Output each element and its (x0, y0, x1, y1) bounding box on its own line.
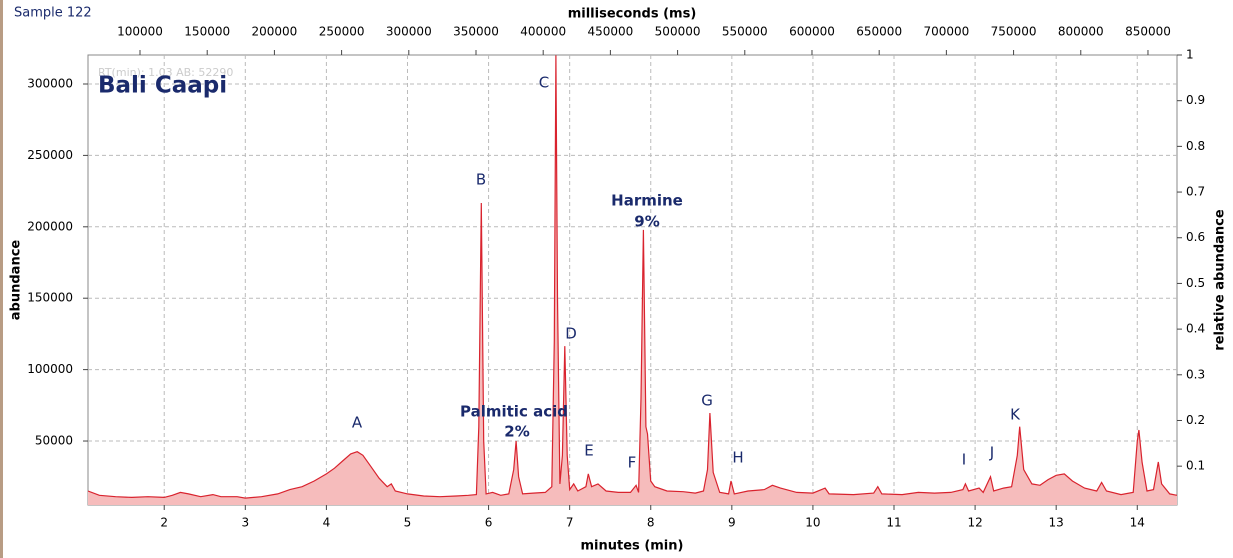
y-axis-label: abundance (9, 240, 24, 321)
signal-line (88, 55, 1177, 499)
x-tick-label: 12 (967, 516, 982, 530)
peak-annotation: I (962, 451, 966, 469)
x2-tick-label: 650000 (856, 25, 902, 39)
x-tick-label: 5 (404, 516, 412, 530)
x-tick-label: 2 (160, 516, 168, 530)
peak-annotation: 9% (634, 213, 659, 231)
x2-axis-label: milliseconds (ms) (568, 7, 697, 22)
y-tick-label: 150000 (27, 291, 73, 305)
y2-tick-label: 0.8 (1186, 139, 1205, 153)
x-tick-label: 7 (566, 516, 574, 530)
peak-annotation: Palmitic acid (460, 403, 568, 421)
x2-tick-label: 450000 (587, 25, 633, 39)
y-tick-label: 100000 (27, 362, 73, 376)
y2-tick-label: 0.6 (1186, 230, 1205, 244)
x2-tick-label: 150000 (184, 25, 230, 39)
peak-annotation: F (628, 454, 637, 472)
y2-tick-label: 0.5 (1186, 276, 1205, 290)
x2-tick-label: 750000 (991, 25, 1037, 39)
chart-title: Bali Caapi (98, 73, 227, 99)
x-tick-label: 4 (323, 516, 331, 530)
peak-annotation: J (989, 444, 994, 462)
x2-tick-label: 800000 (1058, 25, 1104, 39)
y-tick-label: 300000 (27, 76, 73, 90)
peak-annotation: G (701, 392, 713, 410)
x-tick-label: 14 (1130, 516, 1145, 530)
y2-tick-label: 0.9 (1186, 93, 1205, 107)
x2-tick-label: 350000 (453, 25, 499, 39)
x-tick-label: 9 (728, 516, 736, 530)
peak-annotation: H (732, 449, 743, 467)
x2-tick-label: 300000 (386, 25, 432, 39)
peak-annotation: C (539, 74, 549, 92)
x2-tick-label: 550000 (722, 25, 768, 39)
x2-tick-label: 250000 (319, 25, 365, 39)
y-tick-label: 200000 (27, 219, 73, 233)
y2-tick-label: 0.2 (1186, 413, 1205, 427)
x2-tick-label: 850000 (1125, 25, 1171, 39)
plot-clip (88, 55, 1177, 505)
y2-tick-label: 0.3 (1186, 367, 1205, 381)
plot-area (87, 54, 1178, 506)
x2-tick-label: 200000 (251, 25, 297, 39)
x-axis-label: minutes (min) (581, 539, 684, 554)
peak-annotation: B (476, 171, 486, 189)
x2-tick-label: 100000 (117, 25, 163, 39)
y2-tick-label: 1 (1186, 48, 1194, 62)
y-tick-label: 50000 (35, 434, 73, 448)
y2-tick-label: 0.1 (1186, 459, 1205, 473)
overlay-text: RT(min): 1.03 AB: 52290 (98, 66, 233, 79)
y2-axis-label: relative abundance (1213, 209, 1228, 351)
window-edge (0, 0, 3, 558)
x2-tick-label: 400000 (520, 25, 566, 39)
peak-annotation: A (352, 414, 363, 432)
peak-annotation: D (565, 325, 577, 343)
x-tick-label: 8 (647, 516, 655, 530)
peak-annotation: 2% (504, 423, 529, 441)
x2-tick-label: 600000 (789, 25, 835, 39)
x2-tick-label: 700000 (923, 25, 969, 39)
peak-annotation: Harmine (611, 192, 683, 210)
x2-tick-label: 500000 (655, 25, 701, 39)
x-tick-label: 11 (886, 516, 901, 530)
y2-tick-label: 0.4 (1186, 322, 1205, 336)
x-tick-label: 10 (805, 516, 820, 530)
peak-annotation: E (584, 442, 593, 460)
sample-label: Sample 122 (14, 6, 92, 21)
y2-tick-label: 0.7 (1186, 185, 1205, 199)
x-tick-label: 6 (485, 516, 493, 530)
x-tick-label: 13 (1049, 516, 1064, 530)
x-tick-label: 3 (241, 516, 249, 530)
peak-annotation: K (1010, 406, 1021, 424)
y-tick-label: 250000 (27, 148, 73, 162)
